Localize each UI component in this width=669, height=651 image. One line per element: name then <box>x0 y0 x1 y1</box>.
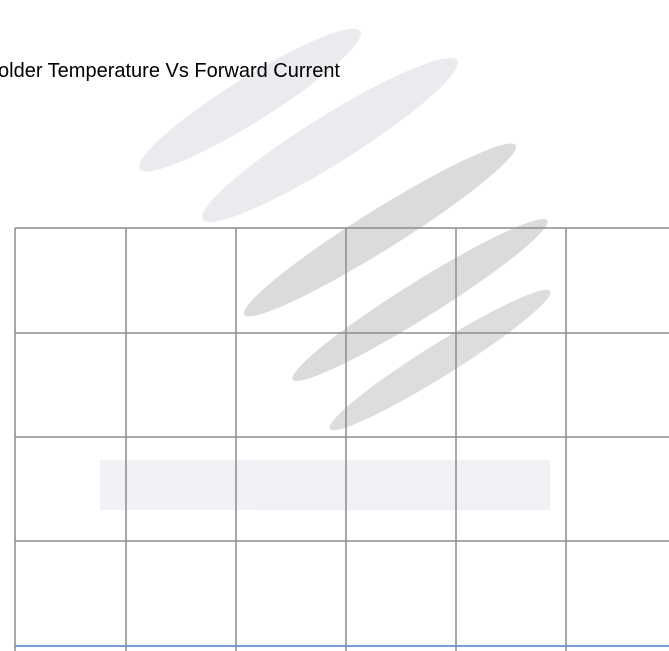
watermark <box>100 12 559 510</box>
page: {"chart_data": {"type": "line", "title":… <box>0 0 669 651</box>
chart: older Temperature Vs Forward Current <box>0 0 669 651</box>
chart-title: older Temperature Vs Forward Current <box>0 60 340 82</box>
watermark-text <box>100 460 550 510</box>
grid <box>15 228 669 651</box>
